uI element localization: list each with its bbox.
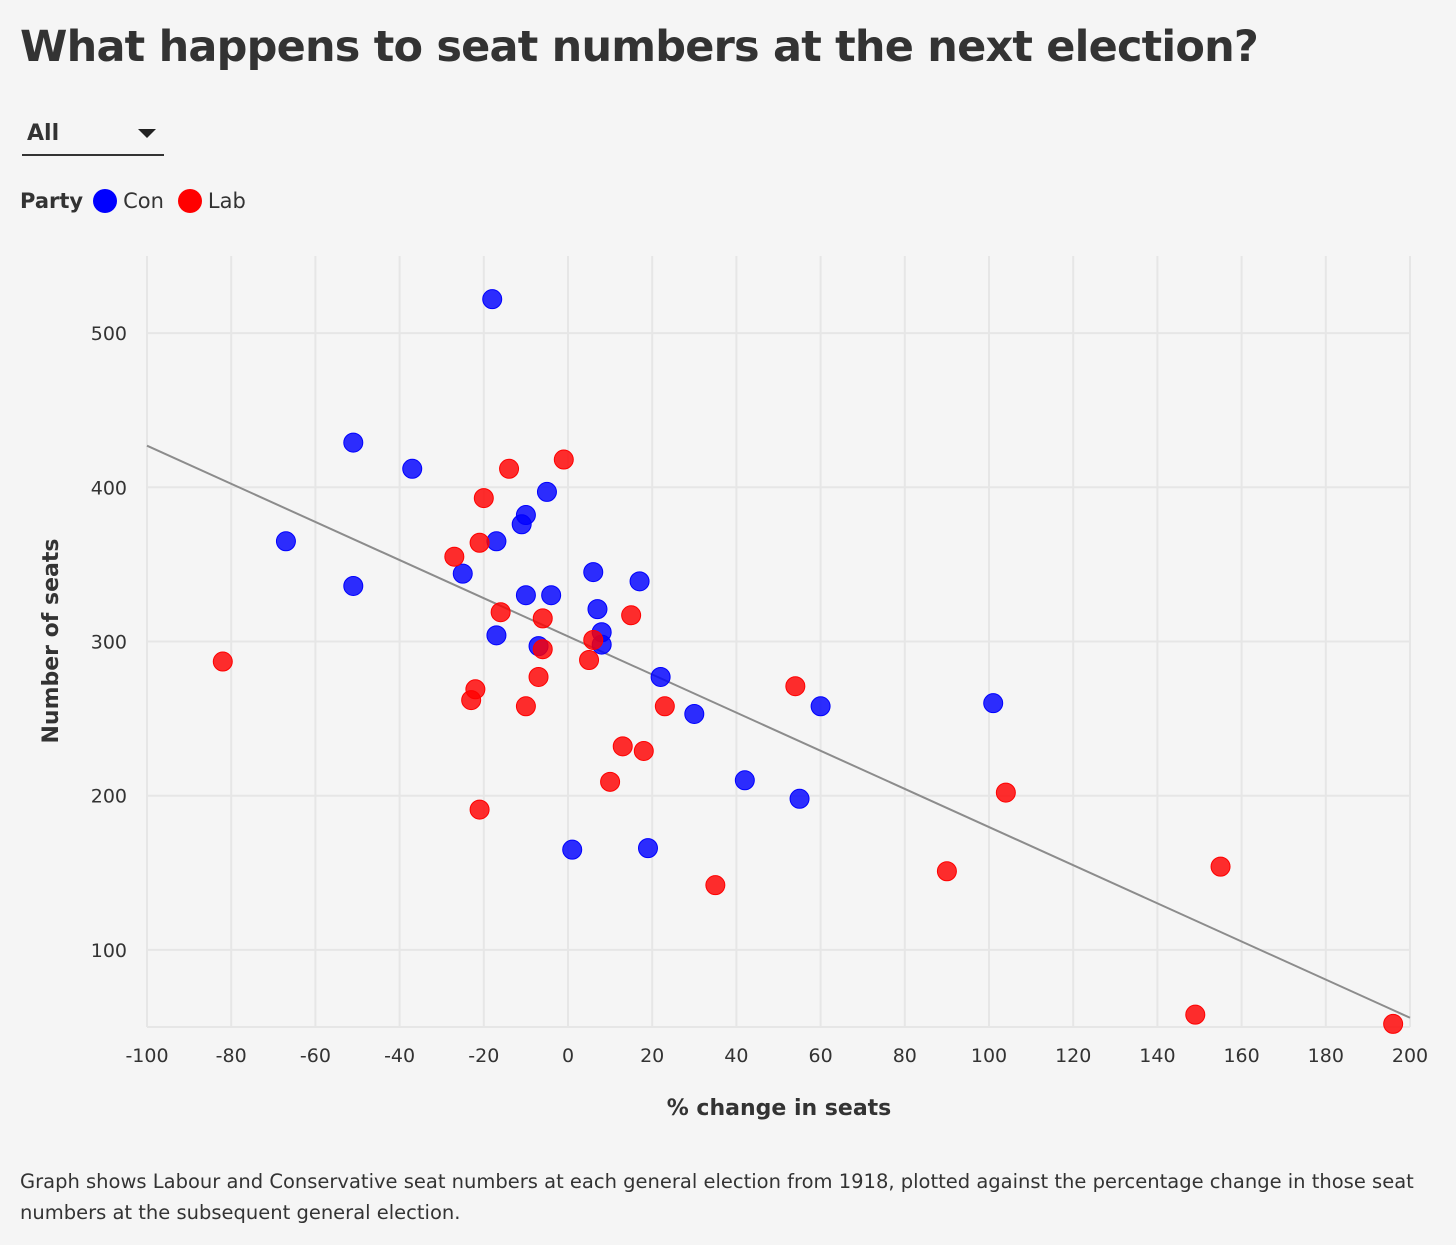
data-point-lab[interactable] bbox=[461, 690, 482, 711]
data-point-lab[interactable] bbox=[469, 532, 490, 553]
data-point-con[interactable] bbox=[684, 703, 705, 724]
data-point-con[interactable] bbox=[562, 839, 583, 860]
chart-title: What happens to seat numbers at the next… bbox=[20, 22, 1259, 72]
data-point-lab[interactable] bbox=[621, 605, 642, 626]
legend-label-con: Con bbox=[123, 189, 164, 213]
data-point-con[interactable] bbox=[637, 838, 658, 859]
data-point-lab[interactable] bbox=[995, 782, 1016, 803]
x-tick-label: 0 bbox=[562, 1045, 574, 1067]
filter-dropdown[interactable]: All bbox=[22, 114, 164, 156]
x-tick-label: 140 bbox=[1139, 1045, 1175, 1067]
data-point-con[interactable] bbox=[402, 458, 423, 479]
x-tick-label: 120 bbox=[1055, 1045, 1091, 1067]
y-tick-label: 500 bbox=[91, 323, 127, 345]
x-tick-label: 20 bbox=[640, 1045, 664, 1067]
legend: Party Con Lab bbox=[20, 186, 260, 216]
y-tick-label: 400 bbox=[91, 477, 127, 499]
data-point-lab[interactable] bbox=[553, 449, 574, 470]
data-point-lab[interactable] bbox=[785, 676, 806, 697]
x-tick-label: 80 bbox=[893, 1045, 917, 1067]
data-point-con[interactable] bbox=[983, 693, 1004, 714]
data-point-lab[interactable] bbox=[212, 651, 233, 672]
data-point-lab[interactable] bbox=[583, 629, 604, 650]
data-point-con[interactable] bbox=[810, 696, 831, 717]
x-axis-title: % change in seats bbox=[667, 1096, 892, 1121]
data-point-con[interactable] bbox=[343, 575, 364, 596]
data-point-lab[interactable] bbox=[532, 608, 553, 629]
y-axis-title: Number of seats bbox=[39, 539, 64, 744]
data-point-lab[interactable] bbox=[1210, 856, 1231, 877]
x-tick-label: 40 bbox=[724, 1045, 748, 1067]
chart-caption: Graph shows Labour and Conservative seat… bbox=[20, 1170, 1414, 1224]
legend-item-lab[interactable]: Lab bbox=[177, 189, 246, 213]
data-point-lab[interactable] bbox=[936, 861, 957, 882]
data-point-con[interactable] bbox=[482, 289, 503, 310]
legend-swatch-con bbox=[93, 189, 118, 213]
data-point-lab[interactable] bbox=[515, 696, 536, 717]
data-point-lab[interactable] bbox=[579, 650, 600, 671]
data-point-lab[interactable] bbox=[499, 458, 520, 479]
data-point-lab[interactable] bbox=[469, 799, 490, 820]
data-point-con[interactable] bbox=[629, 571, 650, 592]
trendline-layer bbox=[146, 444, 1411, 1019]
data-point-lab[interactable] bbox=[1383, 1013, 1404, 1034]
scatter-chart: -100 -80 -60 -40 -20 0 20 40 60 80 100 120 140 160 180… bbox=[39, 256, 1428, 1121]
y-tick-label: 100 bbox=[91, 940, 127, 962]
grid-layer bbox=[146, 256, 1411, 1028]
x-tick-label: 160 bbox=[1223, 1045, 1259, 1067]
x-tick-label: -20 bbox=[468, 1045, 499, 1067]
data-point-lab[interactable] bbox=[612, 736, 633, 757]
y-tick-label: 300 bbox=[91, 632, 127, 654]
data-point-con[interactable] bbox=[536, 481, 557, 502]
data-point-con[interactable] bbox=[587, 599, 608, 620]
data-point-lab[interactable] bbox=[705, 875, 726, 896]
x-tick-label: 100 bbox=[971, 1045, 1007, 1067]
x-tick-label: 180 bbox=[1308, 1045, 1344, 1067]
x-tick-label: -80 bbox=[216, 1045, 247, 1067]
data-point-con[interactable] bbox=[275, 531, 296, 552]
legend-label-lab: Lab bbox=[207, 189, 246, 213]
legend-swatch-lab bbox=[177, 189, 202, 213]
data-point-con[interactable] bbox=[734, 770, 755, 791]
point-layer bbox=[212, 289, 1404, 1034]
data-point-con[interactable] bbox=[511, 514, 532, 535]
data-point-lab[interactable] bbox=[528, 666, 549, 687]
x-tick-label: -60 bbox=[300, 1045, 331, 1067]
data-point-lab[interactable] bbox=[1185, 1004, 1206, 1025]
filter-selected-value: All bbox=[27, 121, 60, 146]
data-point-con[interactable] bbox=[486, 625, 507, 646]
data-point-lab[interactable] bbox=[654, 696, 675, 717]
x-tick-label: 200 bbox=[1392, 1045, 1428, 1067]
tick-label-layer: -100 -80 -60 -40 -20 0 20 40 60 80 100 120 140 160 180… bbox=[91, 323, 1428, 1067]
data-point-lab[interactable] bbox=[633, 740, 654, 761]
y-tick-label: 200 bbox=[91, 786, 127, 808]
data-point-con[interactable] bbox=[515, 585, 536, 606]
x-tick-label: -100 bbox=[125, 1045, 168, 1067]
data-point-lab[interactable] bbox=[532, 639, 553, 660]
x-tick-label: -40 bbox=[384, 1045, 415, 1067]
data-point-con[interactable] bbox=[452, 563, 473, 584]
data-point-lab[interactable] bbox=[490, 602, 511, 623]
trendline bbox=[146, 444, 1411, 1019]
data-point-con[interactable] bbox=[486, 531, 507, 552]
data-point-lab[interactable] bbox=[600, 771, 621, 792]
data-point-con[interactable] bbox=[541, 585, 562, 606]
data-point-con[interactable] bbox=[789, 788, 810, 809]
legend-title: Party bbox=[20, 189, 84, 213]
data-point-con[interactable] bbox=[583, 562, 604, 583]
legend-item-con[interactable]: Con bbox=[93, 189, 164, 213]
data-point-lab[interactable] bbox=[473, 488, 494, 509]
chevron-down-icon bbox=[138, 129, 156, 138]
x-tick-label: 60 bbox=[809, 1045, 833, 1067]
data-point-lab[interactable] bbox=[444, 546, 465, 567]
data-point-con[interactable] bbox=[343, 432, 364, 453]
data-point-con[interactable] bbox=[650, 666, 671, 687]
